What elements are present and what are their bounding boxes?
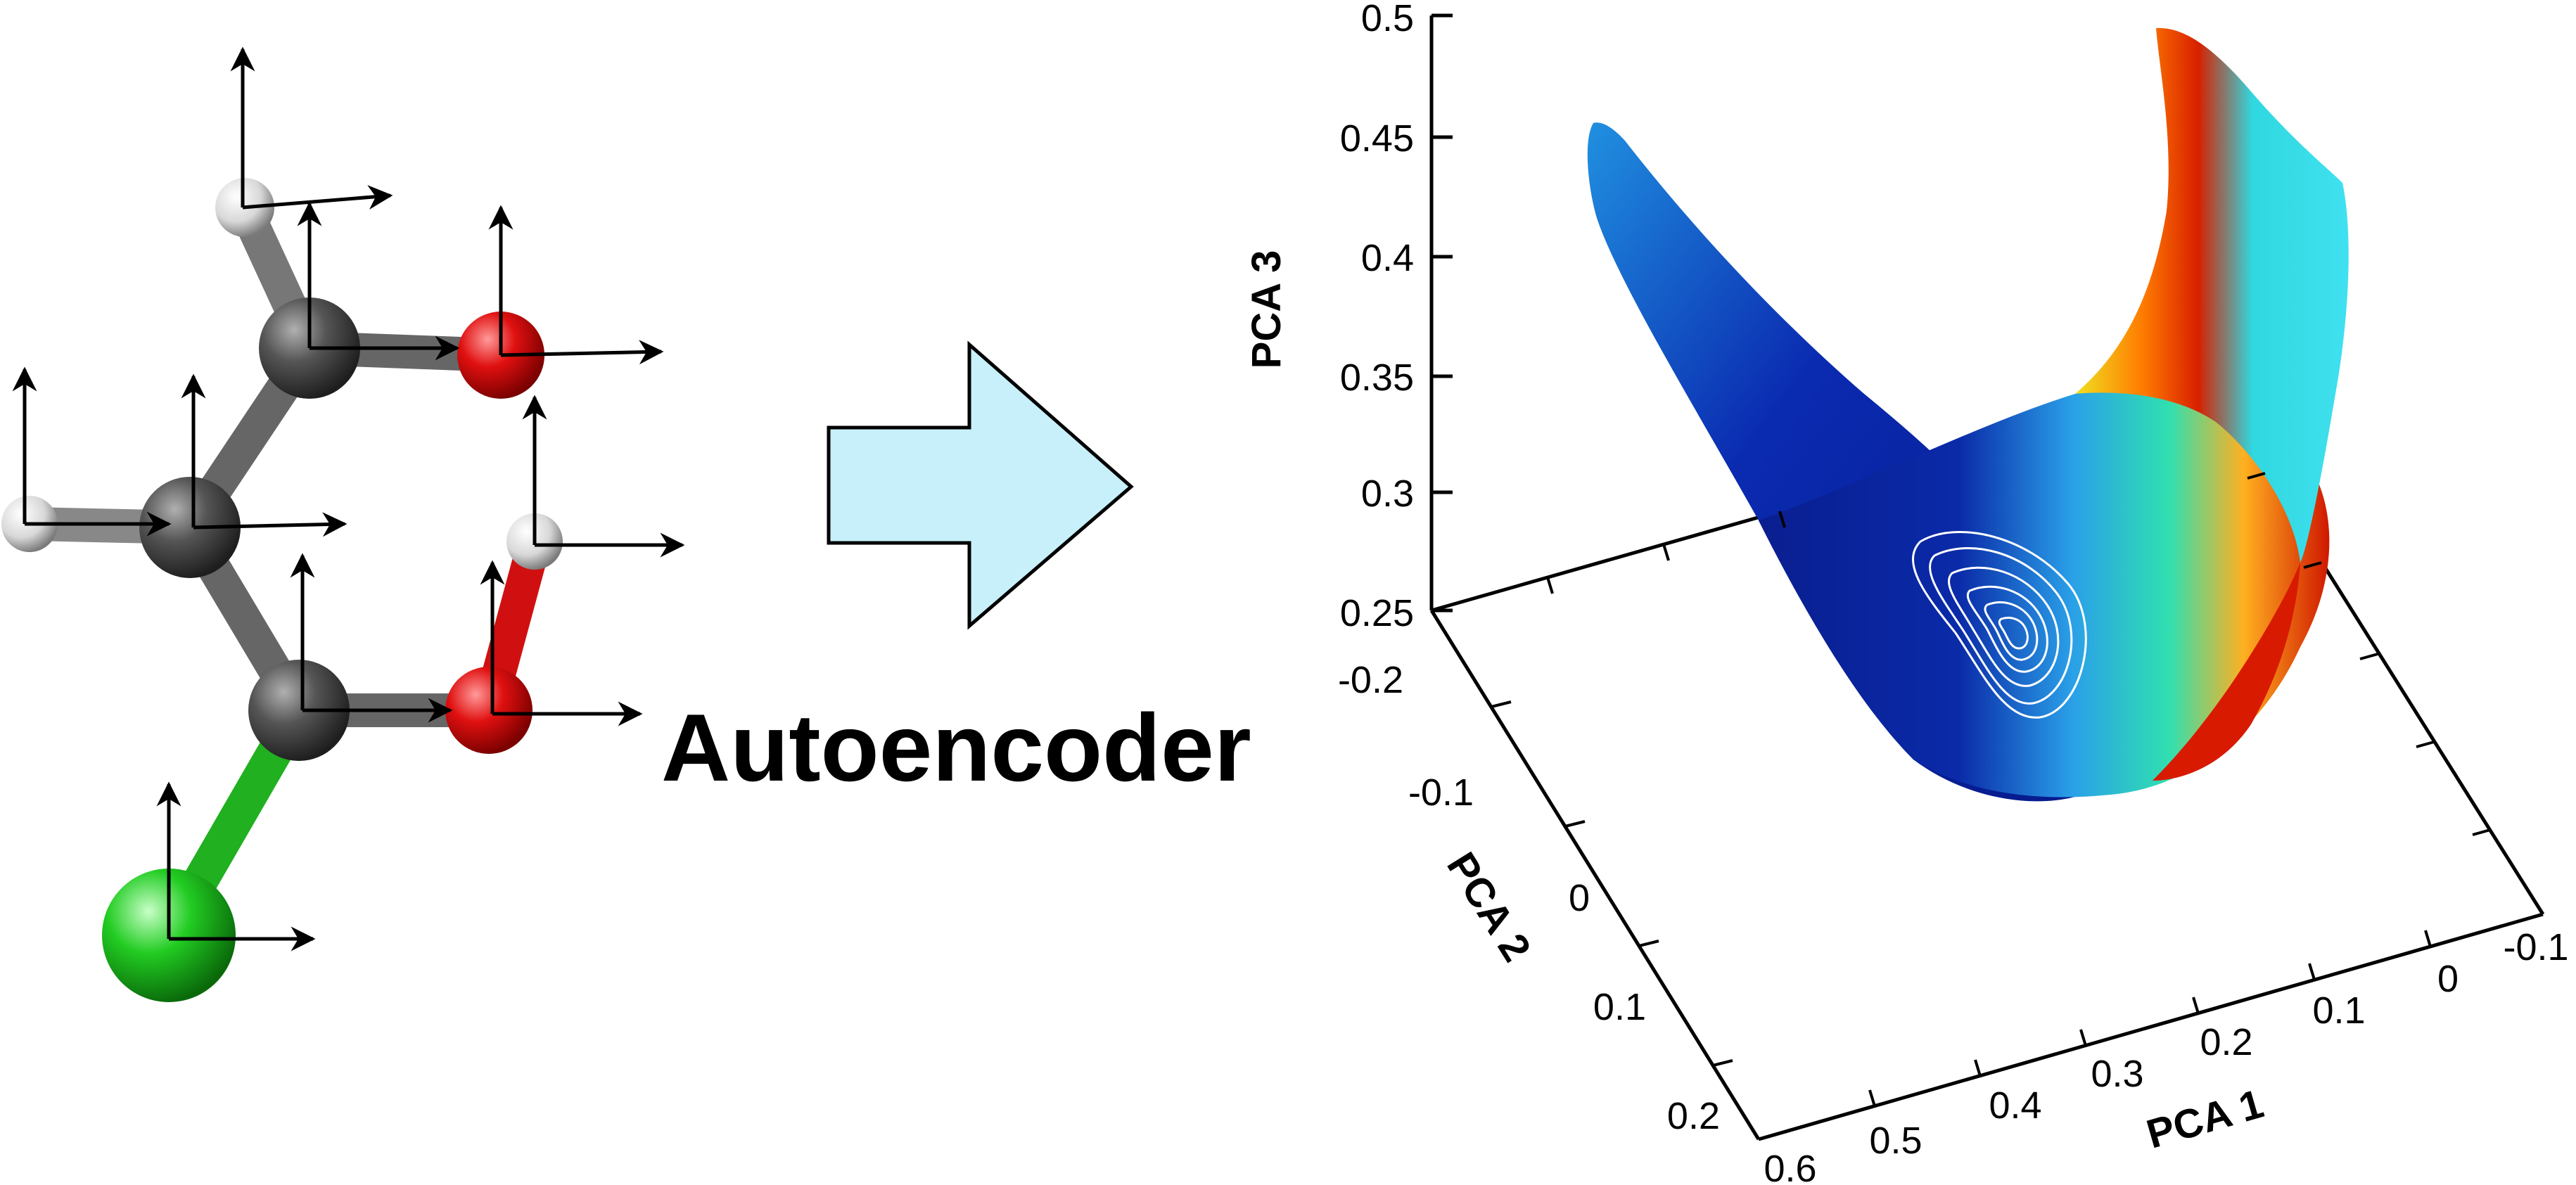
floor-ticks [1491, 472, 2491, 1107]
contour-lines [1912, 531, 2087, 719]
coordinate-frames [12, 46, 685, 952]
pca-plot: 0.5 0.45 0.4 0.35 0.3 0.25 PCA 3 -0.2 -0… [1244, 0, 2569, 1185]
pca1-tick: 0.2 [2200, 1021, 2252, 1063]
pca2-tick: 0.2 [1667, 1095, 1720, 1137]
pca3-tick-labels: 0.5 0.45 0.4 0.35 0.3 0.25 [1340, 0, 1414, 634]
energy-surface [1587, 27, 2349, 802]
atom-carbon [139, 477, 241, 578]
transform-arrow [827, 340, 1134, 630]
pca2-tick: 0 [1569, 877, 1590, 919]
pca2-tick-labels: -0.2 -0.1 0 0.1 0.2 [1338, 659, 1720, 1137]
pca1-tick: 0.6 [1764, 1148, 1816, 1185]
pca1-tick: 0.1 [2312, 989, 2365, 1032]
method-label: Autoencoder [661, 694, 1251, 801]
atom-carbon [248, 660, 350, 761]
pca2-tick: -0.1 [1408, 771, 1474, 814]
pca2-tick: -0.2 [1338, 659, 1403, 701]
pca2-tick: 0.1 [1593, 986, 1646, 1028]
pca1-tick: 0 [2437, 958, 2459, 1000]
pca3-axis-title: PCA 3 [1244, 250, 1289, 369]
surface-right-wing [2075, 27, 2349, 563]
pca1-tick: -0.1 [2503, 926, 2568, 968]
pca3-tick: 0.25 [1340, 592, 1414, 634]
atom-oxygen [445, 667, 533, 754]
pca1-tick: 0.3 [2091, 1053, 2143, 1095]
molecule [1, 46, 685, 1002]
pca3-tick: 0.4 [1361, 237, 1414, 279]
pca1-axis-title: PCA 1 [2142, 1081, 2269, 1158]
pca3-tick: 0.45 [1340, 117, 1414, 160]
surface-right-edge [2153, 563, 2300, 781]
pca3-tick: 0.5 [1361, 0, 1414, 39]
pca1-tick-labels: 0.6 0.5 0.4 0.3 0.2 0.1 0 -0.1 [1764, 926, 2568, 1185]
surface-valley [1759, 386, 2330, 798]
pca3-tick: 0.35 [1340, 357, 1414, 399]
pca1-tick: 0.4 [1989, 1084, 2041, 1127]
pca1-tick: 0.5 [1869, 1120, 1922, 1162]
pca3-axis [1429, 13, 1453, 613]
pca2-axis-title: PCA 2 [1438, 845, 1540, 969]
pca3-tick: 0.3 [1361, 473, 1414, 515]
